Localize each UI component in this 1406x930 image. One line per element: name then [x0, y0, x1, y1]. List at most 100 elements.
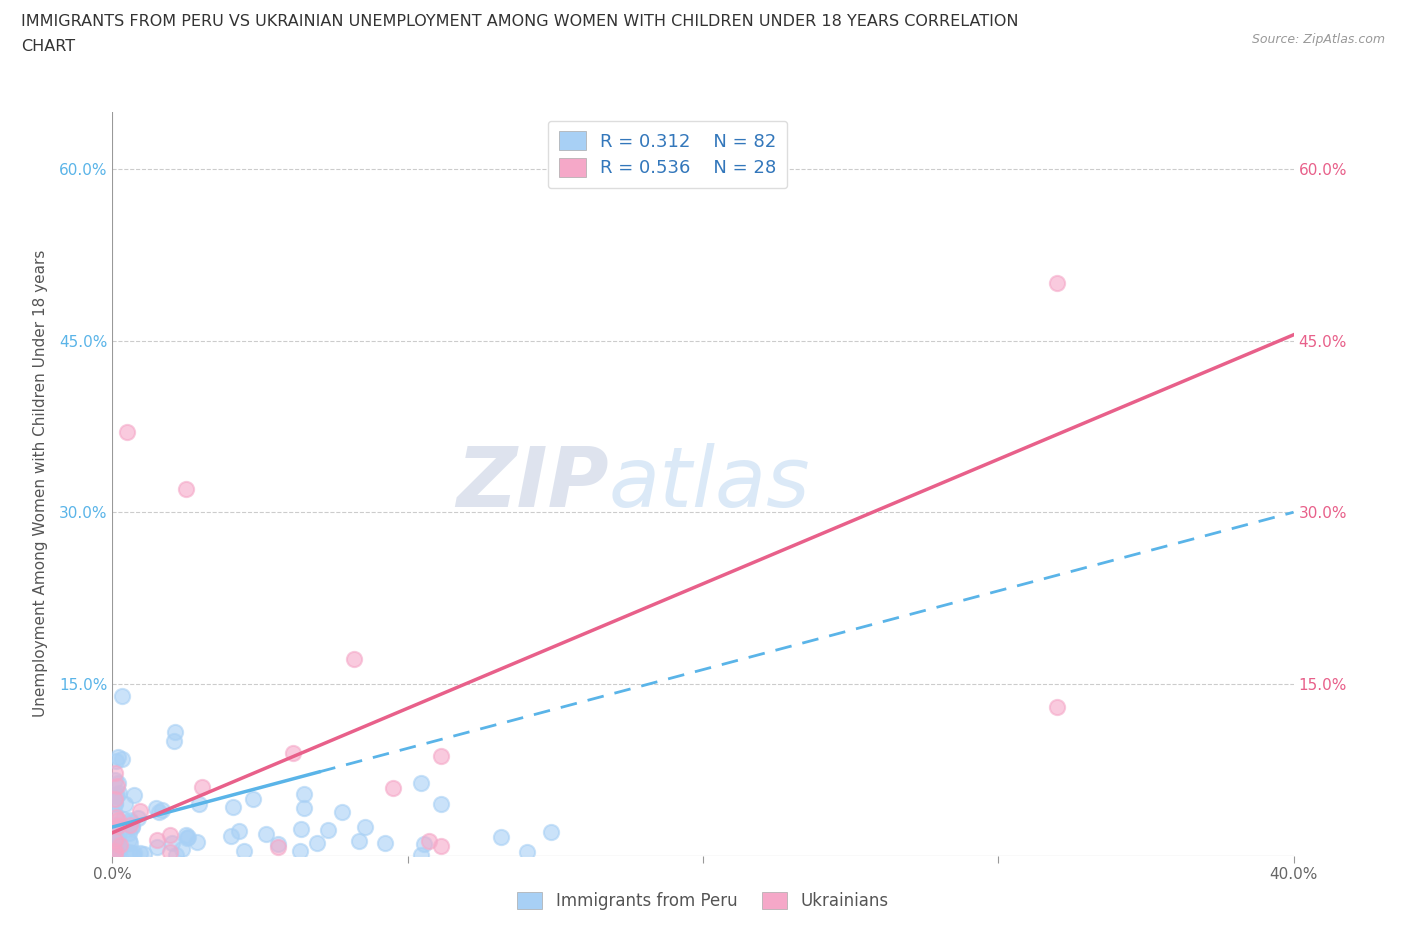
- Text: CHART: CHART: [21, 39, 75, 54]
- Point: [429, 749, 451, 764]
- Point: [105, 753, 128, 768]
- Point: [121, 819, 143, 834]
- Point: [104, 832, 127, 847]
- Point: [267, 836, 290, 851]
- Point: [411, 847, 433, 862]
- Point: [104, 809, 127, 824]
- Point: [104, 832, 127, 847]
- Point: [118, 812, 141, 827]
- Point: [307, 836, 329, 851]
- Point: [104, 832, 127, 847]
- Point: [107, 812, 129, 827]
- Legend: R = 0.312    N = 82, R = 0.536    N = 28: R = 0.312 N = 82, R = 0.536 N = 28: [548, 121, 787, 188]
- Point: [233, 844, 256, 858]
- Point: [105, 788, 128, 803]
- Point: [104, 797, 127, 812]
- Point: [121, 847, 143, 862]
- Point: [170, 842, 193, 857]
- Point: [176, 830, 198, 845]
- Point: [290, 844, 312, 858]
- Point: [104, 834, 127, 849]
- Point: [104, 846, 127, 861]
- Point: [409, 776, 432, 790]
- Point: [1046, 699, 1069, 714]
- Point: [124, 788, 146, 803]
- Y-axis label: Unemployment Among Women with Children Under 18 years: Unemployment Among Women with Children U…: [32, 250, 48, 717]
- Point: [107, 786, 129, 801]
- Point: [104, 827, 127, 842]
- Point: [290, 822, 312, 837]
- Point: [104, 795, 127, 810]
- Point: [104, 846, 127, 861]
- Point: [107, 818, 129, 833]
- Point: [174, 482, 197, 497]
- Text: atlas: atlas: [609, 443, 810, 525]
- Point: [104, 847, 127, 862]
- Point: [163, 724, 186, 739]
- Point: [159, 845, 181, 860]
- Point: [117, 425, 138, 440]
- Point: [104, 765, 127, 780]
- Point: [127, 810, 149, 825]
- Point: [104, 817, 127, 832]
- Point: [108, 823, 131, 838]
- Point: [242, 791, 264, 806]
- Point: [120, 815, 142, 830]
- Point: [489, 830, 512, 844]
- Point: [118, 825, 141, 840]
- Point: [429, 796, 451, 811]
- Point: [166, 847, 188, 862]
- Point: [540, 825, 562, 840]
- Point: [228, 824, 250, 839]
- Point: [121, 819, 143, 834]
- Point: [354, 819, 377, 834]
- Point: [107, 750, 129, 764]
- Text: ZIP: ZIP: [456, 443, 609, 525]
- Point: [160, 836, 183, 851]
- Point: [105, 830, 128, 845]
- Point: [159, 828, 181, 843]
- Point: [104, 846, 127, 861]
- Text: Source: ZipAtlas.com: Source: ZipAtlas.com: [1251, 33, 1385, 46]
- Point: [418, 834, 440, 849]
- Point: [1046, 276, 1069, 291]
- Point: [104, 806, 127, 821]
- Point: [104, 844, 127, 858]
- Point: [330, 804, 353, 819]
- Point: [104, 844, 127, 858]
- Point: [112, 811, 135, 826]
- Point: [107, 776, 129, 790]
- Point: [129, 845, 152, 860]
- Point: [118, 833, 141, 848]
- Point: [107, 845, 129, 860]
- Point: [150, 803, 173, 817]
- Point: [146, 832, 169, 847]
- Point: [292, 801, 315, 816]
- Point: [347, 834, 370, 849]
- Point: [104, 845, 127, 860]
- Point: [162, 734, 184, 749]
- Point: [107, 779, 129, 794]
- Point: [114, 797, 136, 812]
- Point: [219, 829, 242, 844]
- Point: [134, 847, 156, 862]
- Point: [120, 818, 142, 833]
- Point: [292, 786, 315, 801]
- Point: [108, 837, 131, 852]
- Point: [104, 791, 127, 806]
- Text: IMMIGRANTS FROM PERU VS UKRAINIAN UNEMPLOYMENT AMONG WOMEN WITH CHILDREN UNDER 1: IMMIGRANTS FROM PERU VS UKRAINIAN UNEMPL…: [21, 14, 1018, 29]
- Point: [145, 840, 167, 855]
- Point: [374, 835, 396, 850]
- Point: [148, 805, 170, 820]
- Point: [104, 789, 127, 804]
- Point: [412, 836, 434, 851]
- Point: [516, 845, 538, 860]
- Legend: Immigrants from Peru, Ukrainians: Immigrants from Peru, Ukrainians: [510, 885, 896, 917]
- Point: [191, 779, 214, 794]
- Point: [118, 844, 141, 859]
- Point: [145, 800, 167, 815]
- Point: [111, 689, 134, 704]
- Point: [104, 773, 127, 788]
- Point: [174, 828, 197, 843]
- Point: [187, 797, 209, 812]
